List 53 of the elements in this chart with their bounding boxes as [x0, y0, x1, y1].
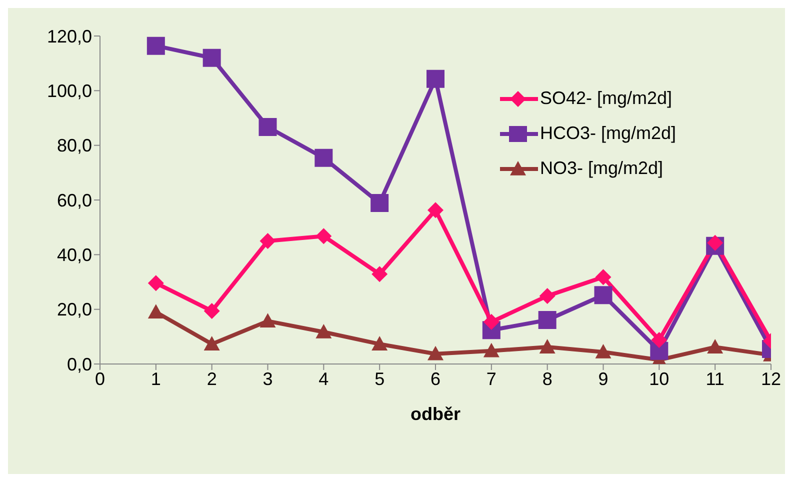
point	[595, 269, 612, 286]
point	[316, 324, 332, 338]
x-tick-label: 8	[542, 368, 552, 389]
point	[148, 275, 164, 292]
y-tick-label: 0,0	[66, 354, 92, 374]
point	[202, 48, 221, 67]
point	[428, 346, 444, 360]
y-tick-label: 100,0	[46, 81, 92, 102]
point	[204, 336, 220, 350]
y-tick-label: 40,0	[56, 245, 92, 266]
point	[428, 202, 444, 218]
point	[370, 194, 389, 212]
point	[258, 118, 277, 136]
x-tick-label: 0	[94, 368, 106, 389]
point	[707, 234, 724, 251]
point	[260, 313, 276, 328]
y-tick-label: 120,0	[46, 26, 92, 46]
point	[148, 304, 164, 318]
point	[538, 310, 556, 329]
legend-label: SO42- [mg/m2d]	[540, 88, 672, 109]
y-tick-label: 20,0	[56, 300, 92, 320]
x-tick-label: 5	[374, 368, 385, 389]
legend-label: HCO3- [mg/m2d]	[540, 123, 676, 144]
point	[146, 36, 165, 55]
point	[260, 233, 276, 249]
y-tick-label: 80,0	[56, 136, 92, 156]
x-tick-label: 7	[486, 368, 496, 389]
x-tick-label: 10	[649, 368, 670, 389]
point	[483, 342, 500, 358]
point	[316, 228, 332, 244]
point	[204, 302, 220, 319]
x-tick-label: 3	[262, 368, 273, 389]
point	[314, 148, 333, 167]
point	[426, 70, 444, 88]
legend-label: NO3- [mg/m2d]	[540, 158, 664, 179]
point	[539, 288, 556, 304]
point	[595, 344, 612, 358]
x-tick-label: 12	[760, 368, 782, 389]
x-tick-label: 2	[206, 368, 217, 389]
y-tick-label: 60,0	[56, 190, 92, 210]
x-tick-label: 6	[430, 368, 441, 389]
x-tick-label: 9	[598, 368, 608, 389]
x-tick-label: 4	[318, 368, 329, 389]
point	[594, 286, 612, 304]
x-axis-title: odběr	[410, 404, 461, 424]
point	[539, 339, 556, 354]
x-tick-label: 1	[150, 368, 161, 389]
point	[372, 266, 388, 282]
x-tick-label: 11	[706, 368, 724, 389]
point	[651, 332, 668, 348]
point	[483, 314, 500, 330]
point	[372, 336, 388, 350]
point	[707, 339, 724, 354]
